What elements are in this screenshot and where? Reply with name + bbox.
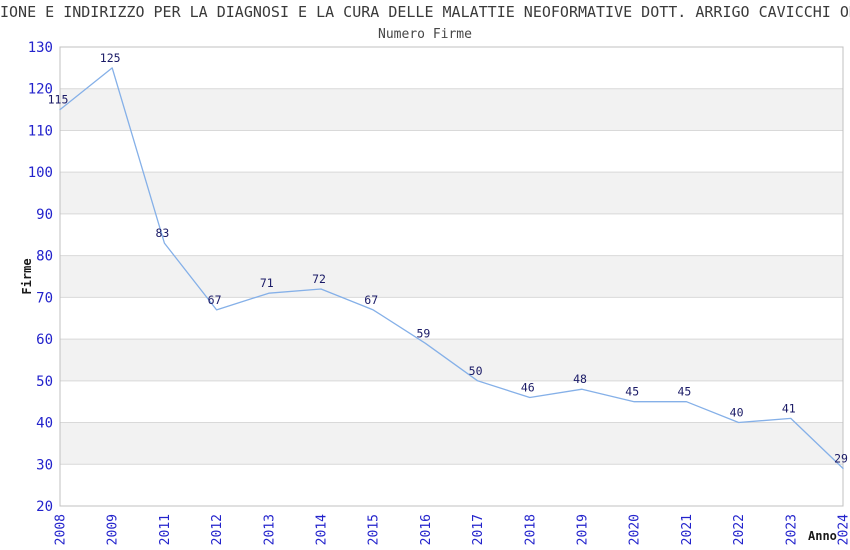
plot-band: [60, 255, 843, 298]
y-tick-label: 120: [28, 82, 53, 98]
x-tick-label: 2019: [576, 514, 591, 545]
value-label: 50: [469, 364, 483, 378]
x-tick-label: 2021: [680, 514, 695, 545]
plot-band: [60, 47, 843, 89]
chart-title: IONE E INDIRIZZO PER LA DIAGNOSI E LA CU…: [0, 3, 850, 21]
value-label: 46: [521, 381, 535, 395]
y-tick-label: 20: [36, 499, 53, 515]
value-label: 40: [730, 406, 744, 420]
value-label: 67: [364, 293, 378, 307]
plot-band: [60, 339, 843, 381]
plot-border: [59, 46, 844, 507]
y-tick-label: 90: [36, 207, 53, 223]
value-label: 72: [312, 272, 326, 286]
y-tick-label: 100: [28, 165, 53, 181]
y-tick-label: 110: [28, 124, 53, 140]
plot-band: [60, 88, 843, 131]
plot-band: [60, 213, 843, 256]
plot-band: [60, 422, 843, 465]
x-tick-label: 2012: [210, 514, 225, 545]
plot-band: [60, 297, 843, 340]
y-axis-title: Firme: [20, 258, 34, 294]
value-label: 67: [208, 293, 222, 307]
chart-subtitle: Numero Firme: [378, 27, 472, 42]
x-tick-label: 2011: [158, 514, 173, 545]
value-label: 45: [677, 385, 691, 399]
y-tick-label: 130: [28, 40, 53, 56]
x-tick-label: 2015: [367, 514, 382, 545]
value-label: 45: [625, 385, 639, 399]
x-axis-title: Anno: [808, 529, 837, 543]
x-tick-label: 2020: [628, 514, 643, 545]
value-label: 125: [100, 51, 121, 65]
y-tick-label: 40: [36, 416, 53, 432]
x-tick-label: 2008: [54, 514, 69, 545]
x-tick-label: 2024: [837, 514, 850, 545]
y-tick-label: 30: [36, 457, 53, 473]
plot-band: [60, 172, 843, 214]
value-label: 41: [782, 401, 796, 415]
plot-band: [60, 380, 843, 423]
x-tick-label: 2018: [523, 514, 538, 545]
plot-band: [60, 464, 843, 506]
x-tick-label: 2023: [784, 514, 799, 545]
y-tick-label: 70: [36, 290, 53, 306]
plot-band: [60, 130, 843, 173]
value-label: 59: [416, 326, 430, 340]
value-label: 71: [260, 276, 274, 290]
value-label: 115: [48, 93, 69, 107]
y-tick-label: 60: [36, 332, 53, 348]
data-line: [59, 67, 844, 470]
x-tick-label: 2009: [106, 514, 121, 545]
value-label: 83: [155, 226, 169, 240]
value-label: 29: [834, 451, 848, 465]
x-tick-label: 2016: [419, 514, 434, 545]
y-tick-label: 80: [36, 249, 53, 265]
x-tick-label: 2022: [732, 514, 747, 545]
x-tick-label: 2017: [471, 514, 486, 545]
x-tick-label: 2013: [262, 514, 277, 545]
y-tick-label: 50: [36, 374, 53, 390]
x-tick-label: 2014: [315, 514, 330, 545]
value-label: 48: [573, 372, 587, 386]
